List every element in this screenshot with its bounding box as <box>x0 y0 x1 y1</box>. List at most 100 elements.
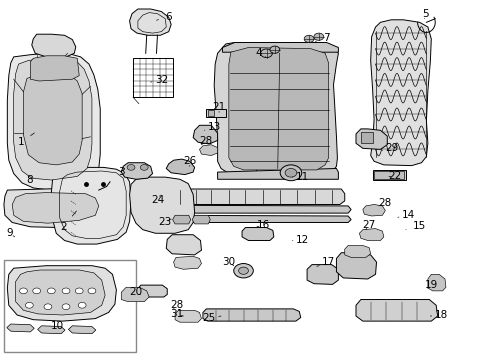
Polygon shape <box>370 20 430 166</box>
Polygon shape <box>138 285 167 297</box>
Circle shape <box>285 168 296 177</box>
Polygon shape <box>355 300 437 321</box>
Polygon shape <box>121 287 149 302</box>
Polygon shape <box>166 159 194 175</box>
Polygon shape <box>30 56 79 81</box>
Text: 29: 29 <box>382 143 398 153</box>
Polygon shape <box>129 177 194 233</box>
Text: 19: 19 <box>424 280 437 290</box>
Polygon shape <box>23 73 82 165</box>
Text: 5: 5 <box>421 9 428 19</box>
Text: 31: 31 <box>170 309 183 319</box>
Polygon shape <box>359 229 383 240</box>
Polygon shape <box>199 145 217 156</box>
Polygon shape <box>32 34 76 57</box>
Circle shape <box>88 288 96 294</box>
Polygon shape <box>142 205 350 213</box>
Text: 28: 28 <box>378 198 391 208</box>
Polygon shape <box>427 274 445 291</box>
Text: 15: 15 <box>405 221 426 231</box>
Polygon shape <box>228 48 328 170</box>
Text: 2: 2 <box>60 211 76 232</box>
Circle shape <box>260 49 272 58</box>
Text: 9: 9 <box>6 228 15 238</box>
Text: 6: 6 <box>156 12 172 22</box>
Circle shape <box>75 288 83 294</box>
Polygon shape <box>166 235 201 255</box>
Polygon shape <box>12 193 99 223</box>
Circle shape <box>33 288 41 294</box>
Text: 16: 16 <box>256 220 269 230</box>
Text: 25: 25 <box>202 312 221 323</box>
Bar <box>133 58 173 97</box>
Polygon shape <box>242 228 273 240</box>
Polygon shape <box>173 256 201 269</box>
Text: 22: 22 <box>387 171 401 181</box>
Polygon shape <box>38 326 65 334</box>
Polygon shape <box>306 265 338 284</box>
Circle shape <box>25 302 33 308</box>
Circle shape <box>233 264 253 278</box>
Text: 21: 21 <box>212 102 225 112</box>
Text: 26: 26 <box>183 156 196 166</box>
Text: 27: 27 <box>362 220 375 230</box>
Polygon shape <box>142 215 350 222</box>
Polygon shape <box>217 168 338 179</box>
Polygon shape <box>4 188 110 228</box>
Polygon shape <box>14 58 92 180</box>
Polygon shape <box>344 246 370 257</box>
Text: 24: 24 <box>150 195 164 205</box>
Polygon shape <box>16 270 105 315</box>
Text: 10: 10 <box>51 321 64 331</box>
Text: 20: 20 <box>129 287 142 297</box>
Text: 18: 18 <box>429 310 447 320</box>
Circle shape <box>20 288 27 294</box>
Polygon shape <box>193 125 217 144</box>
Text: 28: 28 <box>199 136 213 146</box>
Bar <box>373 171 404 179</box>
Circle shape <box>304 35 313 42</box>
Polygon shape <box>172 215 190 224</box>
Circle shape <box>78 302 86 308</box>
Circle shape <box>140 165 148 170</box>
Text: 28: 28 <box>170 300 183 310</box>
Text: 23: 23 <box>158 217 172 228</box>
Text: 11: 11 <box>292 172 308 182</box>
Polygon shape <box>355 129 386 149</box>
Text: 8: 8 <box>26 175 33 185</box>
Circle shape <box>238 267 248 274</box>
Circle shape <box>62 304 70 310</box>
Text: 4: 4 <box>255 48 265 58</box>
Text: 7: 7 <box>315 33 329 43</box>
Polygon shape <box>222 42 338 52</box>
Polygon shape <box>192 215 210 224</box>
Polygon shape <box>362 204 385 216</box>
Text: 30: 30 <box>222 257 235 267</box>
Polygon shape <box>163 189 344 204</box>
Text: 13: 13 <box>204 122 221 132</box>
Polygon shape <box>7 266 116 321</box>
Circle shape <box>313 33 323 40</box>
Bar <box>360 132 372 143</box>
Text: 17: 17 <box>316 257 335 267</box>
Polygon shape <box>203 309 300 321</box>
Text: 1: 1 <box>18 133 34 147</box>
Text: 14: 14 <box>397 210 414 220</box>
Bar <box>207 110 213 116</box>
Circle shape <box>280 165 301 181</box>
Bar <box>206 109 225 117</box>
Text: 12: 12 <box>292 235 308 246</box>
Circle shape <box>127 165 135 170</box>
Polygon shape <box>7 53 100 190</box>
Bar <box>372 170 405 180</box>
Circle shape <box>44 304 52 310</box>
Polygon shape <box>51 167 131 244</box>
Polygon shape <box>68 326 96 334</box>
Polygon shape <box>290 42 338 176</box>
Polygon shape <box>7 324 34 332</box>
Polygon shape <box>336 253 376 279</box>
Circle shape <box>62 288 70 294</box>
Polygon shape <box>121 163 152 179</box>
Text: 3: 3 <box>118 167 124 177</box>
Circle shape <box>47 288 55 294</box>
